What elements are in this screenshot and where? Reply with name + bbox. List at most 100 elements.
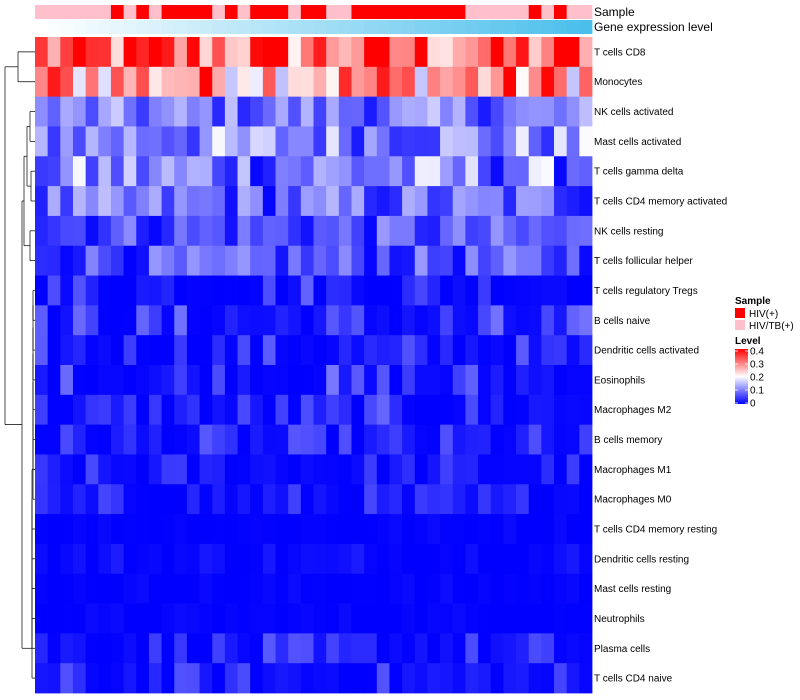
heatmap-cell: [237, 96, 251, 127]
heatmap-cell: [288, 96, 302, 127]
heatmap-cell: [35, 394, 49, 426]
sample-annotation-cell: [275, 5, 289, 19]
heatmap-cell: [579, 424, 593, 455]
heatmap-cell: [47, 245, 61, 276]
heatmap-cell: [338, 126, 352, 157]
legend-swatch-hiv: [735, 308, 745, 318]
heatmap-cell: [148, 335, 162, 366]
heatmap-cell: [60, 454, 74, 485]
heatmap-cell: [351, 275, 365, 306]
heatmap-cell: [85, 215, 99, 247]
heatmap-cell: [212, 633, 226, 664]
heatmap-cell: [579, 543, 593, 575]
heatmap-cell: [148, 603, 162, 634]
heatmap-cell: [199, 543, 213, 575]
heatmap-cell: [275, 66, 289, 98]
heatmap-cell: [478, 96, 492, 127]
heatmap-cell: [579, 514, 593, 545]
heatmap-cell: [554, 394, 568, 426]
heatmap-cell: [452, 126, 466, 157]
heatmap-cell: [427, 394, 441, 426]
heatmap-cell: [148, 394, 162, 426]
heatmap-cell: [288, 484, 302, 515]
heatmap-cell: [554, 454, 568, 485]
heatmap-cell: [313, 603, 327, 634]
heatmap-cell: [186, 365, 200, 396]
heatmap-cell: [300, 275, 314, 306]
heatmap-cell: [288, 424, 302, 455]
heatmap-cell: [224, 37, 238, 68]
heatmap-cell: [478, 126, 492, 157]
heatmap-cell: [237, 215, 251, 247]
heatmap-cell: [452, 573, 466, 604]
heatmap-cell: [351, 603, 365, 634]
heatmap-cell: [554, 484, 568, 515]
heatmap-cell: [47, 424, 61, 455]
heatmap-cell: [338, 484, 352, 515]
heatmap-cell: [72, 365, 87, 396]
heatmap-cell: [98, 66, 112, 98]
heatmap-cell: [440, 484, 454, 515]
heatmap-cell: [224, 603, 238, 634]
heatmap-cell: [427, 96, 441, 127]
heatmap-cell: [35, 245, 49, 276]
heatmap-cell: [579, 245, 593, 276]
legend-tick-label: 0: [750, 399, 756, 410]
heatmap-cell: [288, 633, 302, 664]
heatmap-cell: [402, 186, 416, 217]
heatmap-cell: [60, 186, 74, 217]
row-label: NK cells resting: [594, 226, 663, 237]
heatmap-cell: [351, 394, 365, 426]
heatmap-cell: [174, 156, 188, 187]
heatmap-cell: [288, 573, 302, 604]
heatmap-cell: [389, 365, 403, 396]
heatmap-cell: [35, 484, 49, 515]
heatmap-cell: [566, 96, 580, 127]
heatmap-cell: [566, 156, 580, 187]
gene-expression-cell: [579, 20, 593, 34]
heatmap-cell: [186, 66, 200, 98]
row-label: Macrophages M0: [594, 495, 672, 506]
heatmap-cell: [288, 215, 302, 247]
heatmap-cell: [224, 245, 238, 276]
heatmap-cell: [326, 484, 340, 515]
heatmap-cell: [465, 365, 479, 396]
heatmap-cell: [110, 126, 125, 157]
legend-tick-label: 0.4: [750, 347, 764, 358]
heatmap-cell: [516, 305, 530, 336]
gene-expression-cell: [351, 20, 365, 34]
heatmap-cell: [326, 126, 340, 157]
heatmap-cell: [402, 603, 416, 634]
heatmap-cell: [237, 394, 251, 426]
heatmap-cell: [174, 126, 188, 157]
heatmap-cell: [427, 245, 441, 276]
sample-annotation-cell: [47, 5, 61, 19]
heatmap-cell: [47, 305, 61, 336]
heatmap-cell: [389, 96, 403, 127]
sample-annotation-cell: [85, 5, 99, 19]
sample-annotation-cell: [262, 5, 276, 19]
heatmap-cell: [414, 365, 428, 396]
gene-expression-cell: [161, 20, 175, 34]
gene-expression-cell: [98, 20, 112, 34]
gene-expression-cell: [186, 20, 200, 34]
heatmap-cell: [186, 335, 200, 366]
heatmap-cell: [351, 96, 365, 127]
heatmap-cell: [237, 156, 251, 187]
heatmap-cell: [516, 424, 530, 455]
heatmap-cell: [351, 365, 365, 396]
heatmap-cell: [237, 275, 251, 306]
heatmap-cell: [123, 305, 137, 336]
heatmap-cell: [275, 305, 289, 336]
gene-expression-cell: [199, 20, 213, 34]
row-label: Mast cells resting: [594, 584, 671, 595]
heatmap-cell: [516, 484, 530, 515]
heatmap-cell: [427, 454, 441, 485]
heatmap-cell: [338, 215, 352, 247]
heatmap-cell: [528, 454, 542, 485]
heatmap-cell: [98, 663, 112, 694]
heatmap-cell: [414, 37, 428, 68]
legend-label-hiv-tb: HIV/TB(+): [749, 321, 794, 332]
heatmap-cell: [136, 96, 150, 127]
heatmap-cell: [427, 663, 441, 694]
